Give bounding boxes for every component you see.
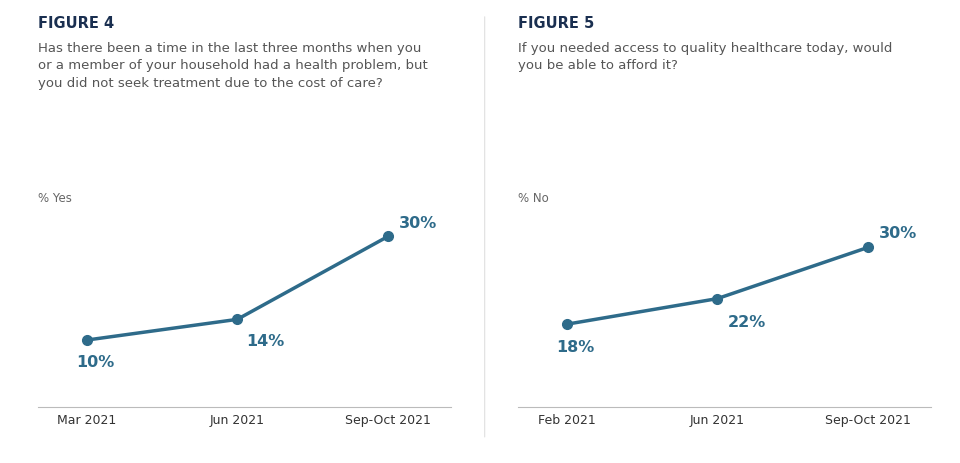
Text: Has there been a time in the last three months when you
or a member of your hous: Has there been a time in the last three … — [38, 42, 428, 90]
Text: FIGURE 5: FIGURE 5 — [518, 16, 594, 31]
Text: FIGURE 4: FIGURE 4 — [38, 16, 114, 31]
Text: If you needed access to quality healthcare today, would
you be able to afford it: If you needed access to quality healthca… — [518, 42, 893, 72]
Text: % Yes: % Yes — [38, 192, 72, 205]
Text: 14%: 14% — [247, 334, 284, 349]
Text: 30%: 30% — [878, 226, 917, 241]
Text: 30%: 30% — [398, 216, 437, 232]
Text: 18%: 18% — [556, 340, 594, 355]
Text: 22%: 22% — [728, 315, 766, 330]
Text: 10%: 10% — [76, 355, 114, 369]
Text: % No: % No — [518, 192, 549, 205]
